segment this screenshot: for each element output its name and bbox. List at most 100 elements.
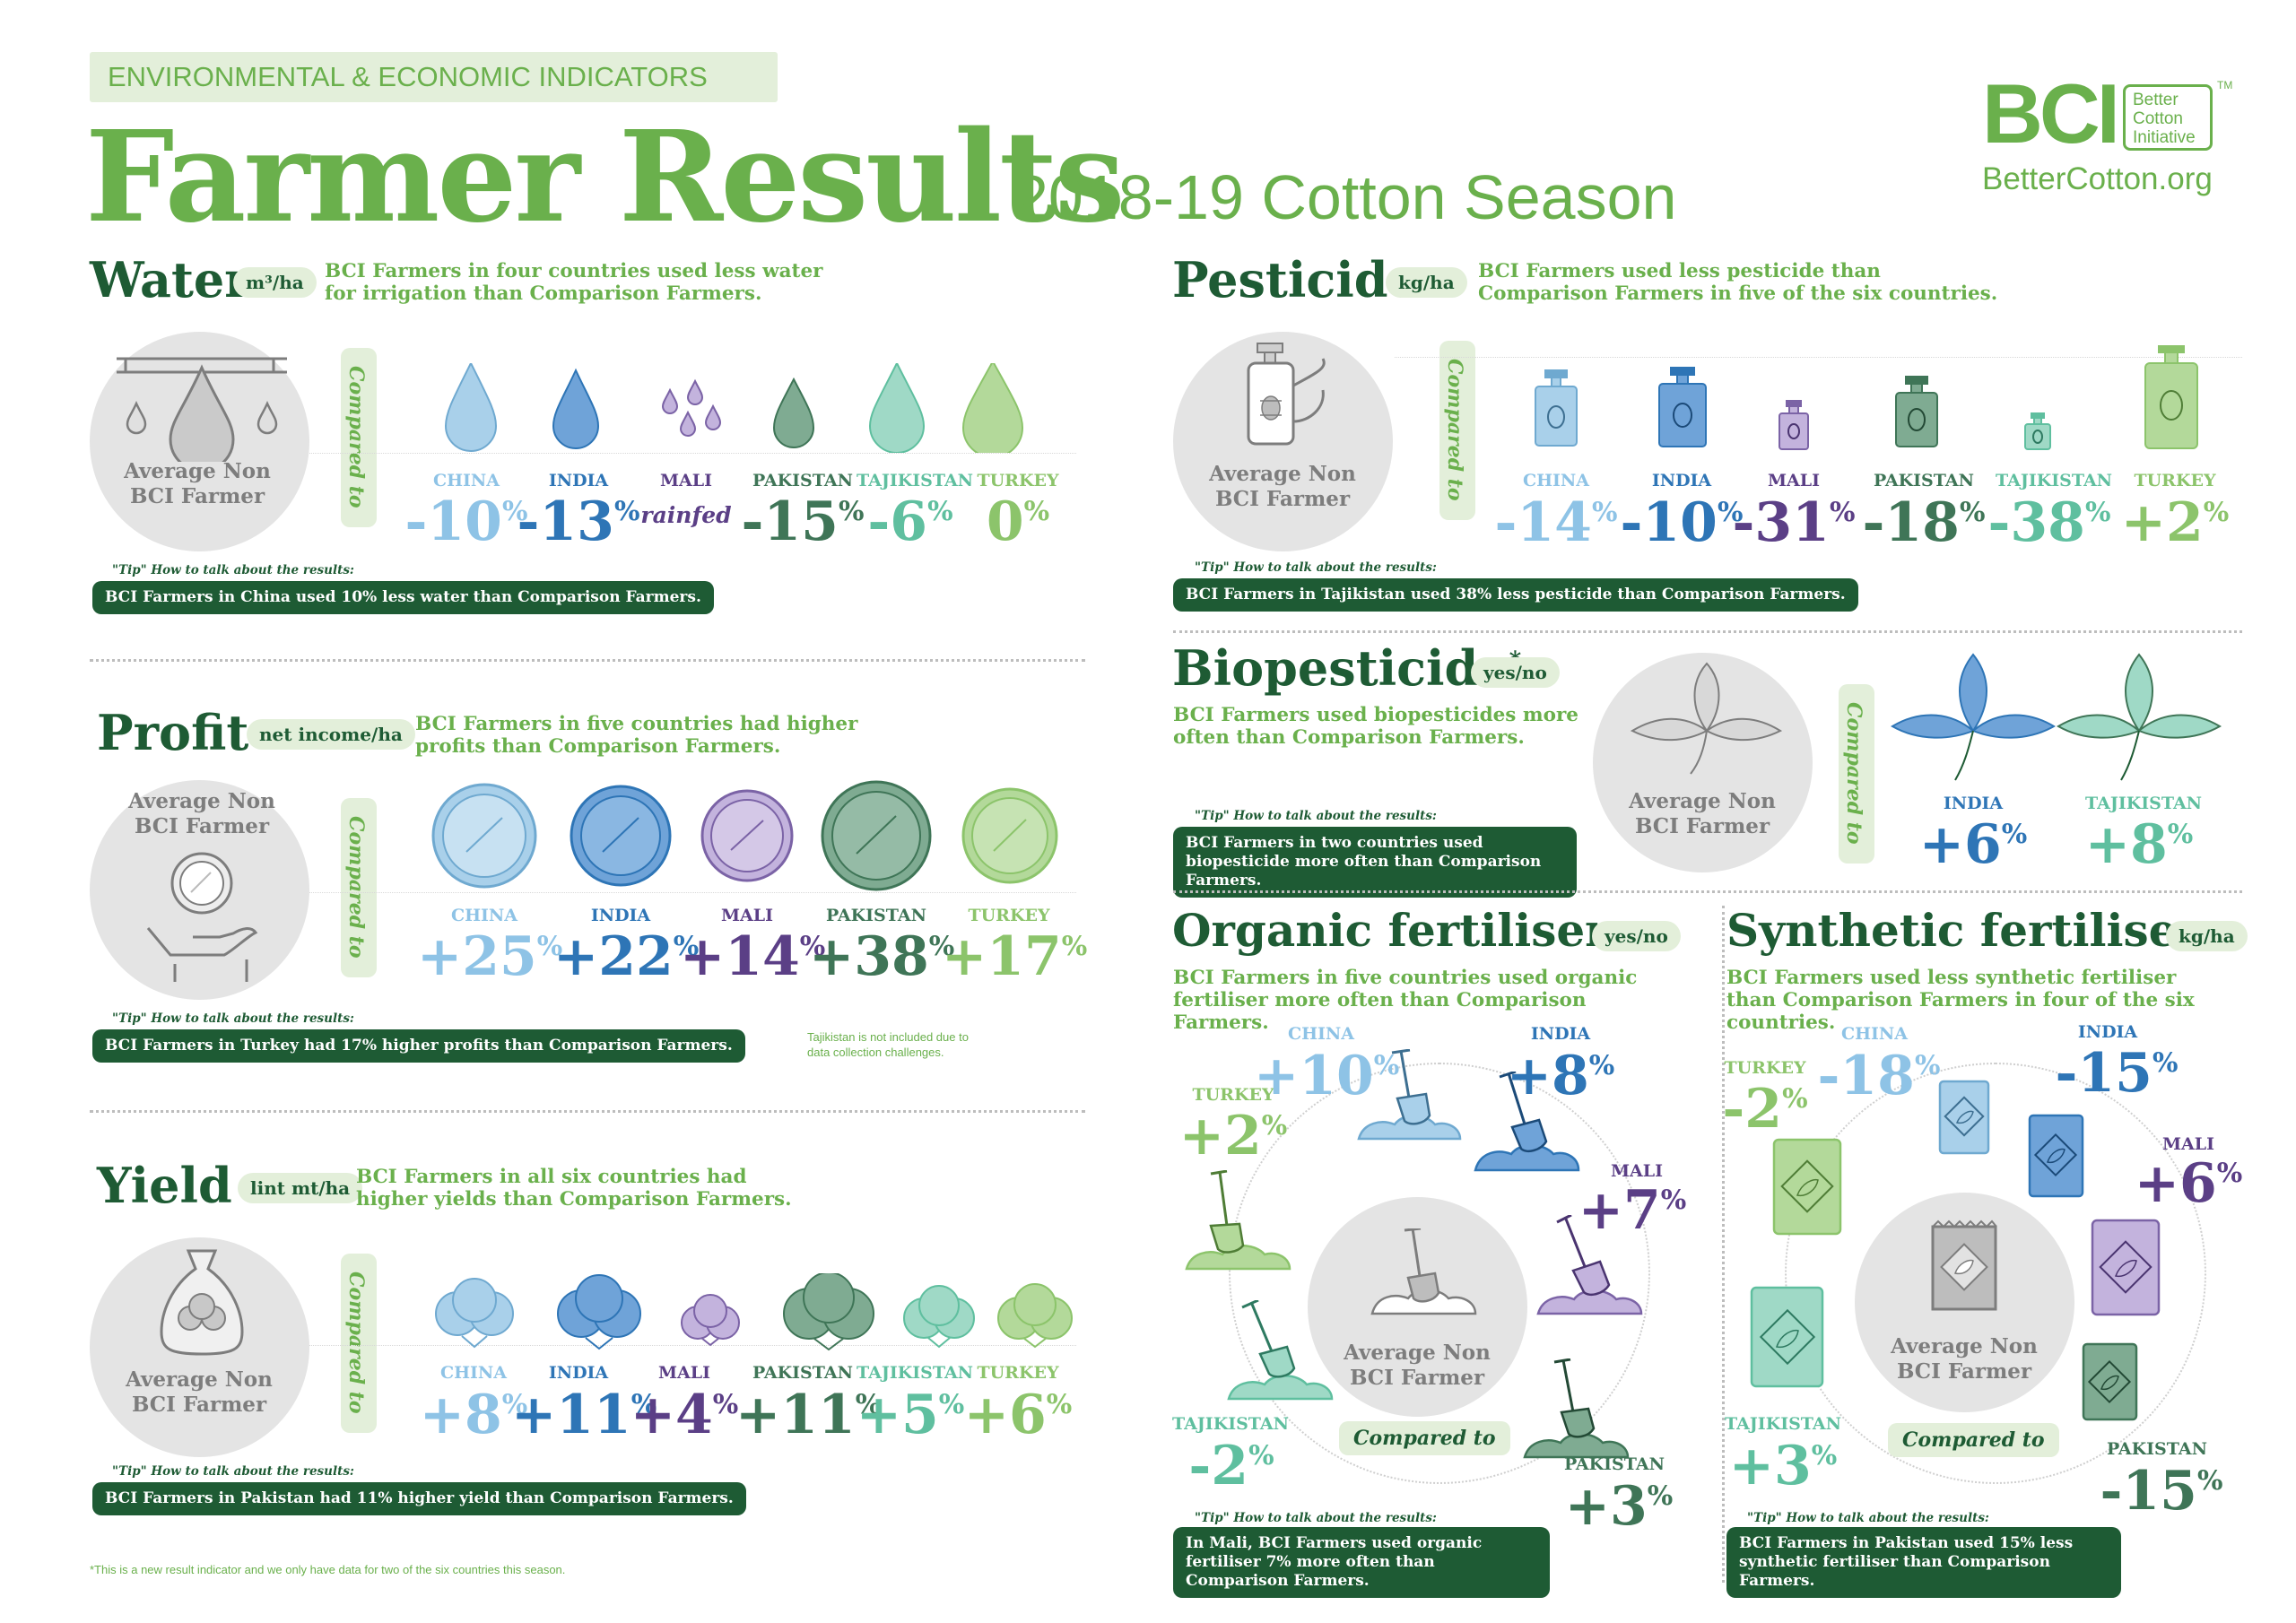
result-value: -13% (511, 495, 646, 549)
percent-sign: % (838, 496, 865, 527)
result-number: -2 (1722, 1078, 1783, 1141)
result-value: -15% (735, 495, 870, 549)
water-drop-icon (444, 363, 498, 452)
result-value: -14% (1489, 496, 1623, 550)
tip-label: "Tip" How to talk about the results: (112, 563, 354, 577)
country-label: MALI (1610, 1161, 1664, 1181)
footnote: *This is a new result indicator and we o… (90, 1563, 566, 1576)
compared-to-pill: Compared to (341, 1254, 377, 1433)
result-number: +25 (417, 925, 537, 988)
percent-sign: % (1061, 931, 1088, 962)
country-label: INDIA (1943, 794, 2004, 813)
logo-tm: TM (2217, 79, 2233, 91)
average-farmer-label: Average Non BCI Farmer (1891, 1334, 2038, 1384)
pesticide-bottle-icon (2144, 345, 2198, 449)
percent-sign: % (1829, 497, 1856, 528)
country-label: INDIA (548, 471, 609, 490)
coin-icon (570, 785, 672, 887)
coin-hand-icon (146, 852, 258, 982)
result-number: +2 (1178, 1105, 1262, 1167)
result-value: +8% (2072, 818, 2206, 872)
unit-badge-biopesticide: yes/no (1471, 657, 1560, 688)
country-label: TAJIKISTAN (1724, 1414, 1842, 1434)
result-value: rainfed (640, 502, 732, 528)
percent-sign: % (1811, 1440, 1838, 1471)
cotton-bag-icon (160, 1249, 244, 1356)
section-desc-synthetic: BCI Farmers used less synthetic fertilis… (1726, 967, 2195, 1034)
country-label: TURKEY (968, 906, 1050, 925)
percent-sign: % (1914, 1050, 1941, 1081)
result-number: +6 (1918, 813, 2002, 876)
cotton-boll-icon (557, 1274, 641, 1350)
result-value: -15% (2090, 1464, 2233, 1518)
country-label: CHINA (1840, 1024, 1909, 1044)
percent-sign: % (1660, 1185, 1687, 1216)
percent-sign: % (2152, 1047, 2179, 1079)
percent-sign: % (1023, 496, 1050, 527)
country-label: CHINA (1287, 1024, 1355, 1044)
result-number: +2 (2120, 491, 2204, 554)
percent-sign: % (1046, 1389, 1073, 1420)
tip-label: "Tip" How to talk about the results: (112, 1011, 354, 1026)
profit-note: Tajikistan is not included due to data c… (807, 1030, 969, 1059)
result-value: +2% (2108, 496, 2242, 550)
result-value: -2% (1164, 1439, 1299, 1493)
coin-icon (431, 783, 537, 889)
result-value: +8% (406, 1388, 541, 1442)
result-number: +8 (2084, 813, 2168, 876)
tip-label: "Tip" How to talk about the results: (1195, 560, 1437, 575)
tip-label: "Tip" How to talk about the results: (1195, 1511, 1437, 1525)
average-farmer-label: Average Non BCI Farmer (126, 1367, 273, 1417)
fertiliser-bag-icon (1750, 1286, 1824, 1388)
result-value: +3% (1552, 1480, 1686, 1533)
baseline-rule (1395, 357, 2242, 358)
country-label: PAKISTAN (1874, 471, 1974, 490)
percent-sign: % (673, 931, 700, 962)
bci-logo[interactable]: BCI Better Cotton Initiative TM BetterCo… (1982, 72, 2233, 197)
country-label: PAKISTAN (752, 1363, 853, 1383)
result-value: +6% (951, 1388, 1085, 1442)
cotton-boll-icon (903, 1285, 975, 1349)
leaf-icon (1630, 662, 1783, 775)
result-value: +7% (1565, 1184, 1700, 1237)
tip-box-organic: In Mali, BCI Farmers used organic fertil… (1173, 1527, 1550, 1598)
section-title-organic: Organic fertiliser (1172, 904, 1609, 957)
percent-sign: % (1717, 497, 1744, 528)
cotton-boll-icon (178, 1293, 226, 1331)
result-value: +5% (843, 1388, 978, 1442)
percent-sign: % (2167, 819, 2194, 850)
water-drop-icon (772, 377, 815, 448)
percent-sign: % (2084, 497, 2111, 528)
compared-to-label: Compared to (1443, 359, 1466, 501)
result-value: -10% (399, 495, 534, 549)
leaf-icon (2057, 653, 2222, 781)
country-label: MALI (659, 471, 713, 490)
result-number: +6 (963, 1384, 1047, 1446)
result-number: -2 (1188, 1435, 1249, 1497)
section-title-profit: Profit (97, 704, 249, 761)
result-value: +25% (417, 930, 562, 984)
fertiliser-bag-icon (1772, 1138, 1842, 1236)
average-farmer-label: Average Non BCI Farmer (1629, 789, 1776, 838)
comparison-ring (1229, 1063, 1650, 1484)
tip-box-water: BCI Farmers in China used 10% less water… (92, 581, 714, 614)
tip-label: "Tip" How to talk about the results: (1747, 1511, 1989, 1525)
result-number: +6 (2134, 1152, 2217, 1215)
country-label: PAKISTAN (826, 906, 926, 925)
result-number: -14 (1494, 491, 1592, 554)
coin-icon (700, 789, 794, 882)
shovel-icon (1227, 1300, 1334, 1401)
result-value: +14% (680, 930, 825, 984)
result-value: +8% (1493, 1049, 1628, 1103)
country-label: PAKISTAN (752, 471, 853, 490)
result-number: +38 (809, 925, 929, 988)
compared-to-label: Compared to (344, 366, 368, 508)
result-number: -10 (404, 490, 502, 553)
unit-badge-organic: yes/no (1592, 921, 1681, 951)
percent-sign: % (2196, 1465, 2223, 1497)
season-subtitle: 2018-19 Cotton Season (1013, 162, 1677, 232)
compared-to-pill: Compared to (1439, 341, 1475, 520)
result-value: -15% (2045, 1046, 2188, 1100)
result-value: -10% (1614, 496, 1749, 550)
rain-drops-icon (661, 378, 722, 437)
